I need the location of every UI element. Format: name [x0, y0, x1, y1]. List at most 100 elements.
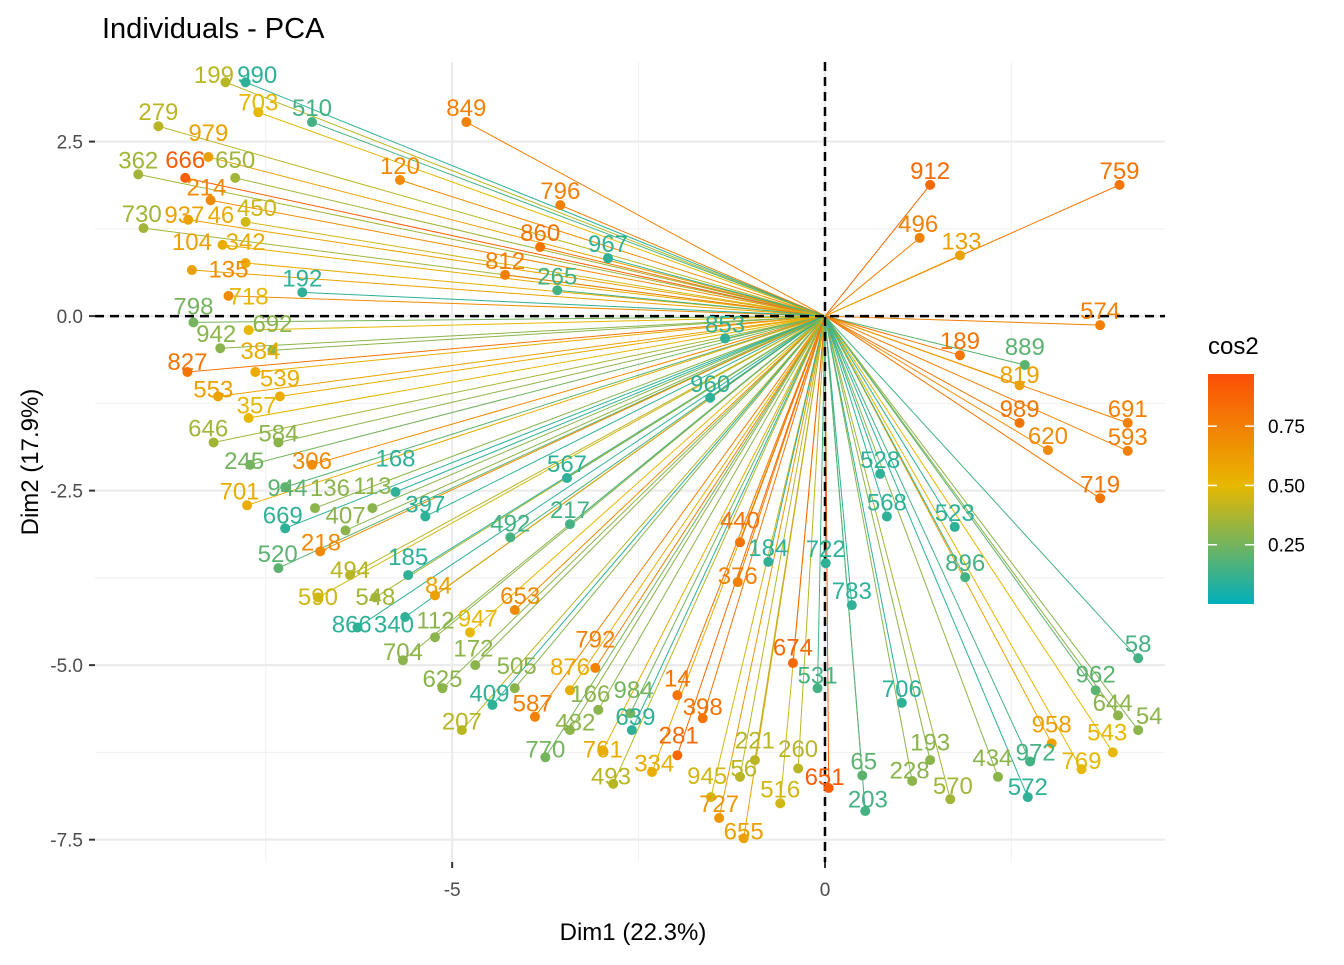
data-point — [505, 532, 516, 543]
data-point — [213, 391, 224, 402]
data-point — [403, 570, 414, 581]
point-label: 568 — [867, 489, 907, 516]
data-point — [907, 776, 918, 787]
data-point — [1014, 417, 1025, 428]
data-point — [306, 459, 317, 470]
data-point — [1095, 320, 1106, 331]
data-point — [1076, 764, 1087, 775]
point-label: 990 — [237, 62, 277, 89]
point-segment — [245, 221, 826, 317]
data-point — [787, 658, 798, 669]
x-tick-label: 0 — [820, 880, 831, 901]
point-segment — [824, 315, 1025, 366]
data-point — [714, 813, 725, 824]
point-label: 853 — [705, 311, 745, 338]
point-label: 719 — [1080, 471, 1120, 498]
point-segment — [709, 315, 826, 399]
data-point — [1014, 380, 1025, 391]
point-segment — [505, 274, 826, 317]
data-point — [646, 766, 657, 777]
data-point — [243, 413, 254, 424]
point-label: 644 — [1093, 690, 1133, 717]
point-segment — [824, 315, 1031, 762]
point-segment — [824, 316, 853, 606]
point-segment — [797, 316, 826, 769]
point-segment — [767, 315, 826, 562]
point-label: 494 — [330, 557, 370, 584]
legend-tick-label: 0.75 — [1268, 417, 1305, 438]
point-label: 759 — [1099, 158, 1139, 185]
point-label: 14 — [664, 666, 691, 693]
point-segment — [138, 173, 826, 317]
data-point — [1133, 653, 1144, 664]
point-label: 265 — [537, 263, 577, 290]
data-point — [1042, 445, 1053, 456]
point-label: 937 — [164, 202, 204, 229]
point-segment — [824, 316, 903, 703]
cos2-legend: cos2 0.75 0.50 0.25 — [1208, 333, 1305, 604]
point-segment — [824, 315, 1119, 716]
data-point — [949, 521, 960, 532]
data-point — [925, 179, 936, 190]
point-segment — [534, 315, 826, 718]
point-label: 221 — [735, 727, 775, 754]
point-segment — [372, 315, 826, 509]
point-label: 199 — [194, 62, 234, 89]
data-point — [315, 546, 326, 557]
point-label: 516 — [760, 776, 800, 803]
point-segment — [754, 316, 826, 761]
point-segment — [629, 315, 826, 714]
y-tick-label: 2.5 — [57, 133, 83, 154]
point-segment — [314, 315, 826, 509]
point-segment — [474, 315, 826, 666]
point-label: 543 — [1087, 720, 1127, 747]
point-segment — [278, 315, 826, 443]
data-point — [734, 771, 745, 782]
data-point — [133, 169, 144, 180]
data-point — [914, 232, 925, 243]
point-label: 120 — [380, 153, 420, 180]
point-label: 706 — [882, 676, 922, 703]
data-point — [240, 258, 251, 269]
point-segment — [824, 316, 863, 776]
data-point — [775, 798, 786, 809]
point-label: 65 — [850, 748, 877, 775]
legend-colorbar — [1208, 374, 1254, 604]
point-label: 896 — [945, 550, 985, 577]
point-segment — [158, 125, 826, 317]
data-point — [437, 683, 448, 694]
point-label: 54 — [1136, 703, 1163, 730]
data-point — [749, 755, 760, 766]
data-point — [509, 683, 520, 694]
y-tick-label: -7.5 — [50, 831, 83, 852]
data-point — [960, 572, 971, 583]
point-segment — [246, 315, 826, 506]
point-label: 492 — [490, 510, 530, 537]
point-label: 703 — [238, 90, 278, 117]
point-segment — [220, 315, 826, 349]
point-segment — [824, 315, 951, 800]
data-point — [734, 537, 745, 548]
point-segment — [676, 315, 826, 756]
data-point — [205, 195, 216, 206]
data-point — [273, 437, 284, 448]
data-point — [465, 627, 476, 638]
data-point — [732, 577, 743, 588]
point-segment — [187, 315, 826, 373]
data-point — [267, 345, 278, 356]
point-segment — [284, 315, 826, 529]
point-segment — [824, 315, 1020, 386]
data-point — [672, 750, 683, 761]
point-label: 398 — [683, 694, 723, 721]
point-segment — [395, 315, 826, 493]
point-segment — [824, 315, 888, 517]
point-segment — [284, 315, 826, 488]
y-tick-label: -5.0 — [50, 656, 83, 677]
data-point — [1090, 685, 1101, 696]
data-point — [420, 511, 431, 522]
point-label: 792 — [575, 627, 615, 654]
data-point — [223, 290, 234, 301]
data-point — [1107, 747, 1118, 758]
data-point — [564, 725, 575, 736]
